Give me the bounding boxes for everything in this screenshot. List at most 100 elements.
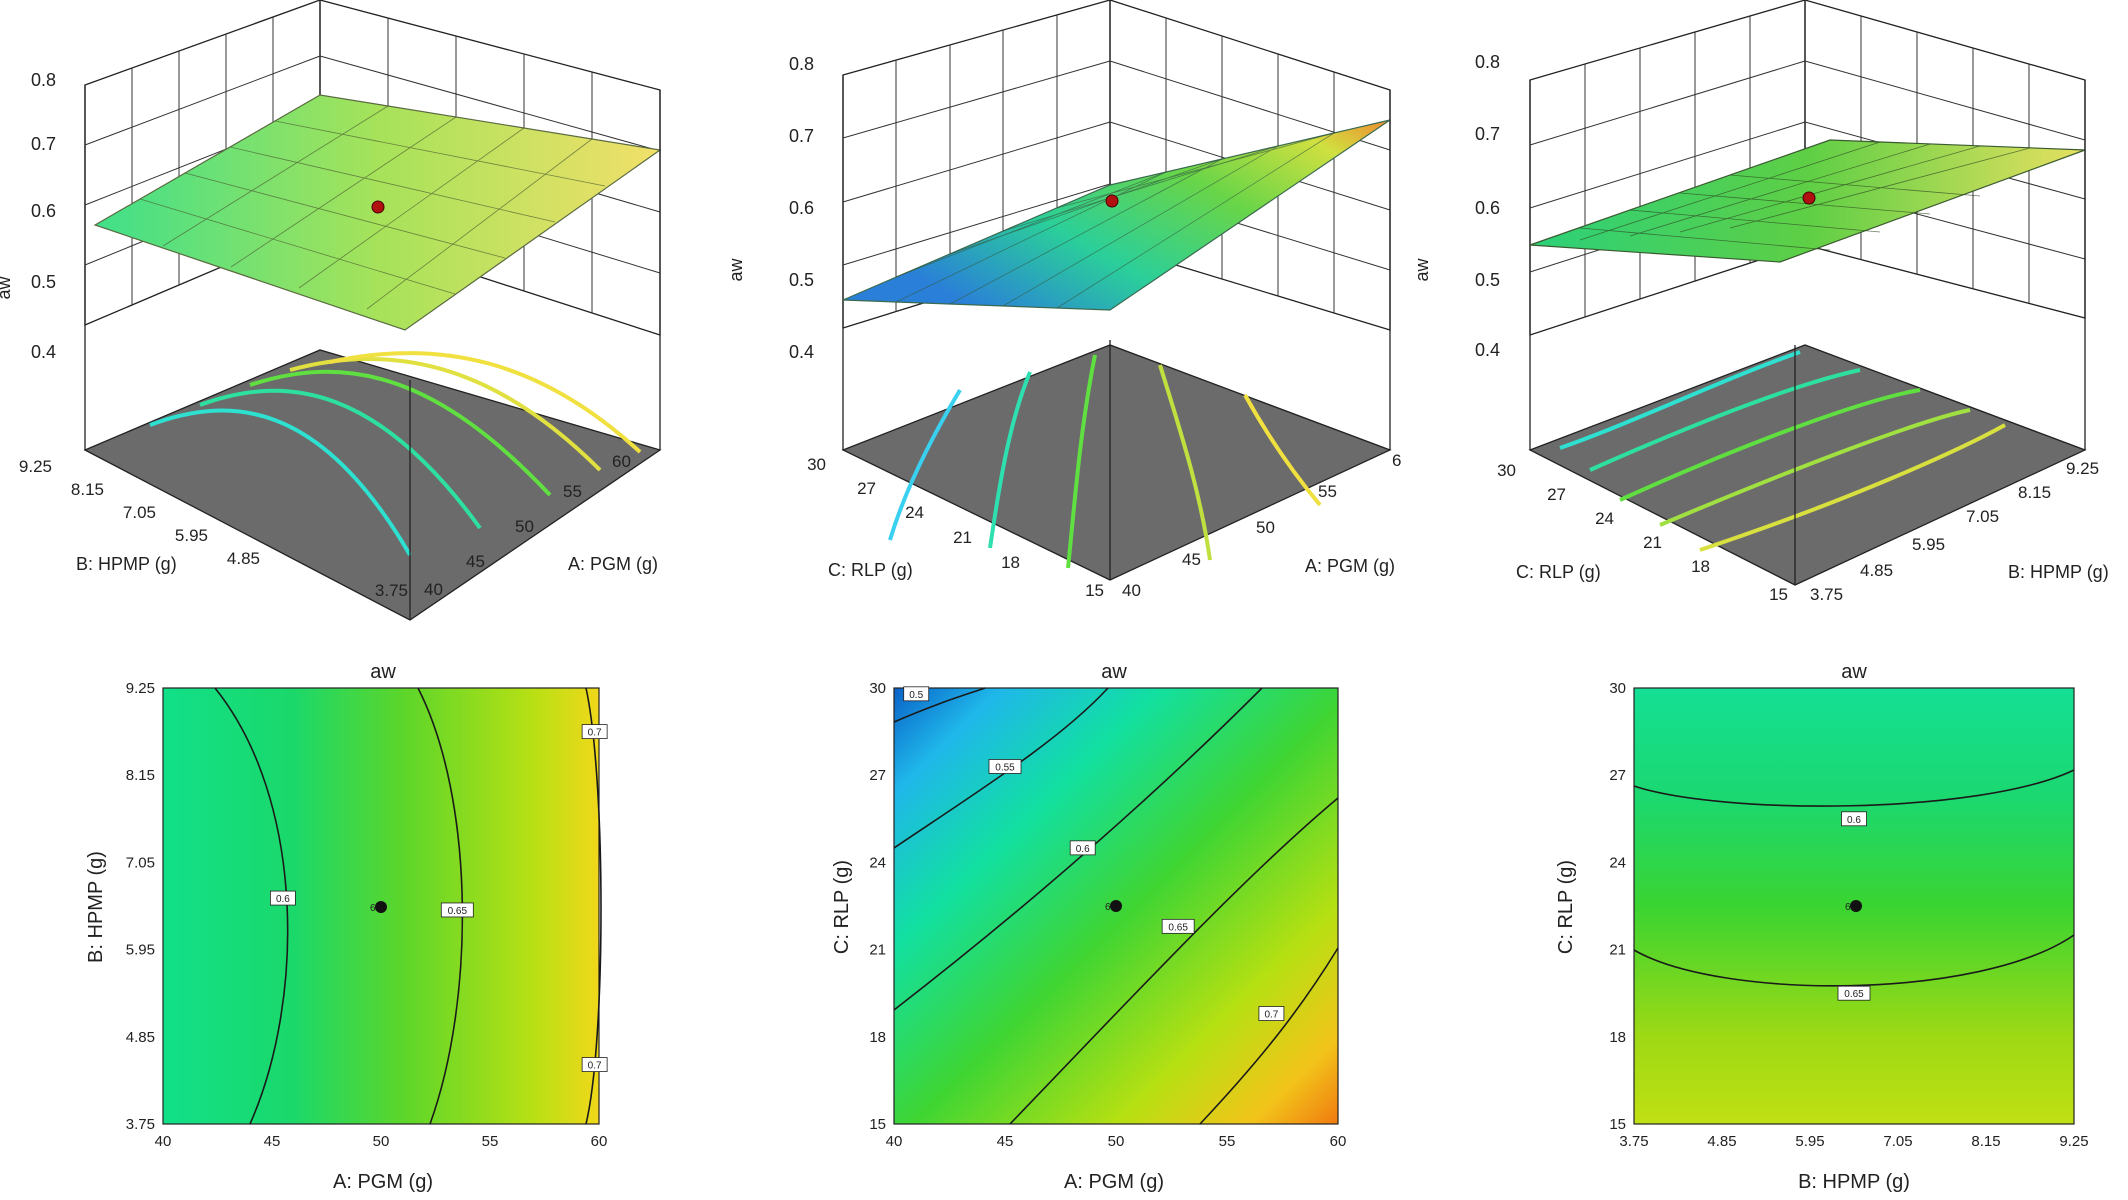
axis-ticks: 40 45 50 55 60 3.75 4.85 5.95 7.05 8.15 9.25 bbox=[126, 680, 608, 1150]
design-point-marker bbox=[371, 200, 385, 214]
x-tick: 55 bbox=[563, 482, 582, 501]
contour-level-label: 0.7 bbox=[1258, 1006, 1285, 1021]
x-tick-label: 7.05 bbox=[1883, 1133, 1912, 1150]
floor-contours bbox=[1559, 350, 2006, 552]
x-tick-label: 9.25 bbox=[2059, 1133, 2088, 1150]
z-tick: 0.5 bbox=[31, 272, 56, 292]
y-tick-label: 15 bbox=[869, 1116, 886, 1133]
contour-lines bbox=[1633, 769, 2075, 987]
y-tick: 21 bbox=[953, 528, 972, 547]
y-tick-label: 8.15 bbox=[126, 767, 155, 784]
contour-level-label: 0.65 bbox=[440, 902, 474, 918]
x-tick-label: 60 bbox=[1330, 1133, 1347, 1150]
x-tick-label: 50 bbox=[373, 1133, 390, 1150]
y-tick: 18 bbox=[1001, 553, 1020, 572]
floor-contours bbox=[888, 354, 1322, 569]
svg-text:0.7: 0.7 bbox=[588, 1061, 602, 1072]
svg-text:0.55: 0.55 bbox=[995, 762, 1015, 773]
y-tick-label: 3.75 bbox=[126, 1116, 155, 1133]
contour-plot-a-b: aw 0.6 0.65 0.7 0.7 40 45 50 55 60 3.75 4.85 5.95 7… bbox=[85, 661, 608, 1193]
z-tick: 0.6 bbox=[789, 198, 814, 218]
y-tick: 30 bbox=[1497, 461, 1516, 480]
x-axis-label: A: PGM (g) bbox=[1305, 556, 1395, 576]
y-tick-label: 18 bbox=[869, 1029, 886, 1046]
y-tick-label: 21 bbox=[869, 942, 886, 959]
y-tick-label: 30 bbox=[1609, 680, 1626, 697]
contour-level-label: 0.6 bbox=[1841, 811, 1867, 827]
x-tick: 45 bbox=[1182, 550, 1201, 569]
plot-title: aw bbox=[1101, 661, 1127, 683]
y-tick-label: 21 bbox=[1609, 942, 1626, 959]
y-tick: 27 bbox=[857, 479, 876, 498]
svg-text:0.7: 0.7 bbox=[1264, 1010, 1278, 1021]
x-tick: 3.75 bbox=[1810, 585, 1843, 604]
x-tick: 5.95 bbox=[1912, 535, 1945, 554]
contour-level-label: 0.65 bbox=[1161, 918, 1195, 934]
design-point-marker bbox=[1105, 194, 1119, 208]
y-tick-label: 18 bbox=[1609, 1029, 1626, 1046]
y-tick: 21 bbox=[1643, 533, 1662, 552]
y-tick-label: 24 bbox=[869, 854, 886, 871]
y-tick: 5.95 bbox=[175, 526, 208, 545]
floor-contours bbox=[149, 351, 642, 557]
z-tick: 0.4 bbox=[1475, 340, 1500, 360]
svg-text:0.7: 0.7 bbox=[588, 728, 602, 739]
surface-mesh bbox=[895, 132, 1335, 309]
y-tick: 27 bbox=[1547, 485, 1566, 504]
x-tick-label: 5.95 bbox=[1795, 1133, 1824, 1150]
surface-plot-a-b: 0.8 0.7 0.6 0.5 0.4 aw 9.25 8.15 7.05 5.… bbox=[0, 0, 662, 621]
z-tick: 0.8 bbox=[789, 54, 814, 74]
y-tick-label: 9.25 bbox=[126, 680, 155, 697]
x-axis-ticks: 40 45 50 55 60 bbox=[424, 452, 631, 599]
surface-mesh bbox=[139, 105, 606, 310]
x-tick: 40 bbox=[1122, 581, 1141, 600]
x-tick-label: 4.85 bbox=[1707, 1133, 1736, 1150]
design-point-marker bbox=[375, 901, 387, 913]
x-tick: 8.15 bbox=[2018, 483, 2051, 502]
y-tick: 24 bbox=[1595, 509, 1614, 528]
z-axis-ticks: 0.8 0.7 0.6 0.5 0.4 bbox=[1475, 52, 1500, 360]
contour-labels: 0.6 0.65 bbox=[1837, 811, 1871, 1001]
contour-level-label: 0.6 bbox=[269, 890, 296, 906]
y-tick: 15 bbox=[1769, 585, 1788, 604]
floor-plane bbox=[841, 344, 1392, 581]
y-tick: 3.75 bbox=[375, 581, 408, 600]
x-tick-label: 55 bbox=[482, 1133, 499, 1150]
x-axis-ticks: 40 45 50 55 6 bbox=[1122, 451, 1401, 600]
x-tick-label: 40 bbox=[886, 1133, 903, 1150]
surface-plot-a-c: 0.8 0.7 0.6 0.5 0.4 aw 30 27 24 21 18 15… bbox=[726, 0, 1401, 600]
y-tick-label: 7.05 bbox=[126, 854, 155, 871]
contour-level-label: 0.7 bbox=[581, 724, 608, 739]
y-axis-label: C: RLP (g) bbox=[831, 860, 853, 954]
svg-text:0.65: 0.65 bbox=[1168, 922, 1188, 933]
x-tick: 6 bbox=[1392, 451, 1401, 470]
z-tick: 0.6 bbox=[31, 201, 56, 221]
y-tick-label: 27 bbox=[1609, 767, 1626, 784]
y-tick: 15 bbox=[1085, 581, 1104, 600]
x-tick: 40 bbox=[424, 580, 443, 599]
x-tick: 50 bbox=[515, 517, 534, 536]
plot-title: aw bbox=[1841, 661, 1867, 683]
contour-level-label: 0.65 bbox=[1837, 985, 1871, 1001]
x-tick-label: 8.15 bbox=[1971, 1133, 2000, 1150]
svg-text:0.6: 0.6 bbox=[276, 894, 290, 905]
x-tick: 55 bbox=[1318, 482, 1337, 501]
y-tick-label: 30 bbox=[869, 680, 886, 697]
z-tick: 0.7 bbox=[31, 134, 56, 154]
design-point-label: 6 bbox=[1105, 902, 1111, 913]
y-tick: 30 bbox=[807, 455, 826, 474]
axis-ticks: 3.75 4.85 5.95 7.05 8.15 9.25 15 18 21 24 27 30 bbox=[1609, 680, 2088, 1150]
contour-level-label: 0.6 bbox=[1069, 840, 1096, 856]
svg-text:0.5: 0.5 bbox=[909, 690, 923, 701]
contour-plot-a-c: aw 0.5 0.55 0.6 0.65 0.7 40 45 50 55 60 15 18 21 24 2… bbox=[831, 661, 1346, 1193]
x-tick-label: 45 bbox=[997, 1133, 1014, 1150]
x-axis-label: A: PGM (g) bbox=[1064, 1171, 1164, 1193]
y-axis-label: C: RLP (g) bbox=[1516, 562, 1601, 582]
contour-plot-b-c: aw 0.6 0.65 3.75 4.85 5.95 7.05 8.15 9.25 15 18 2… bbox=[1555, 661, 2089, 1193]
x-tick: 9.25 bbox=[2066, 459, 2099, 478]
design-point-label: 6 bbox=[370, 903, 376, 914]
y-tick: 4.85 bbox=[227, 549, 260, 568]
x-tick-label: 55 bbox=[1219, 1133, 1236, 1150]
y-tick: 8.15 bbox=[71, 480, 104, 499]
z-axis-ticks: 0.8 0.7 0.6 0.5 0.4 bbox=[31, 70, 56, 362]
